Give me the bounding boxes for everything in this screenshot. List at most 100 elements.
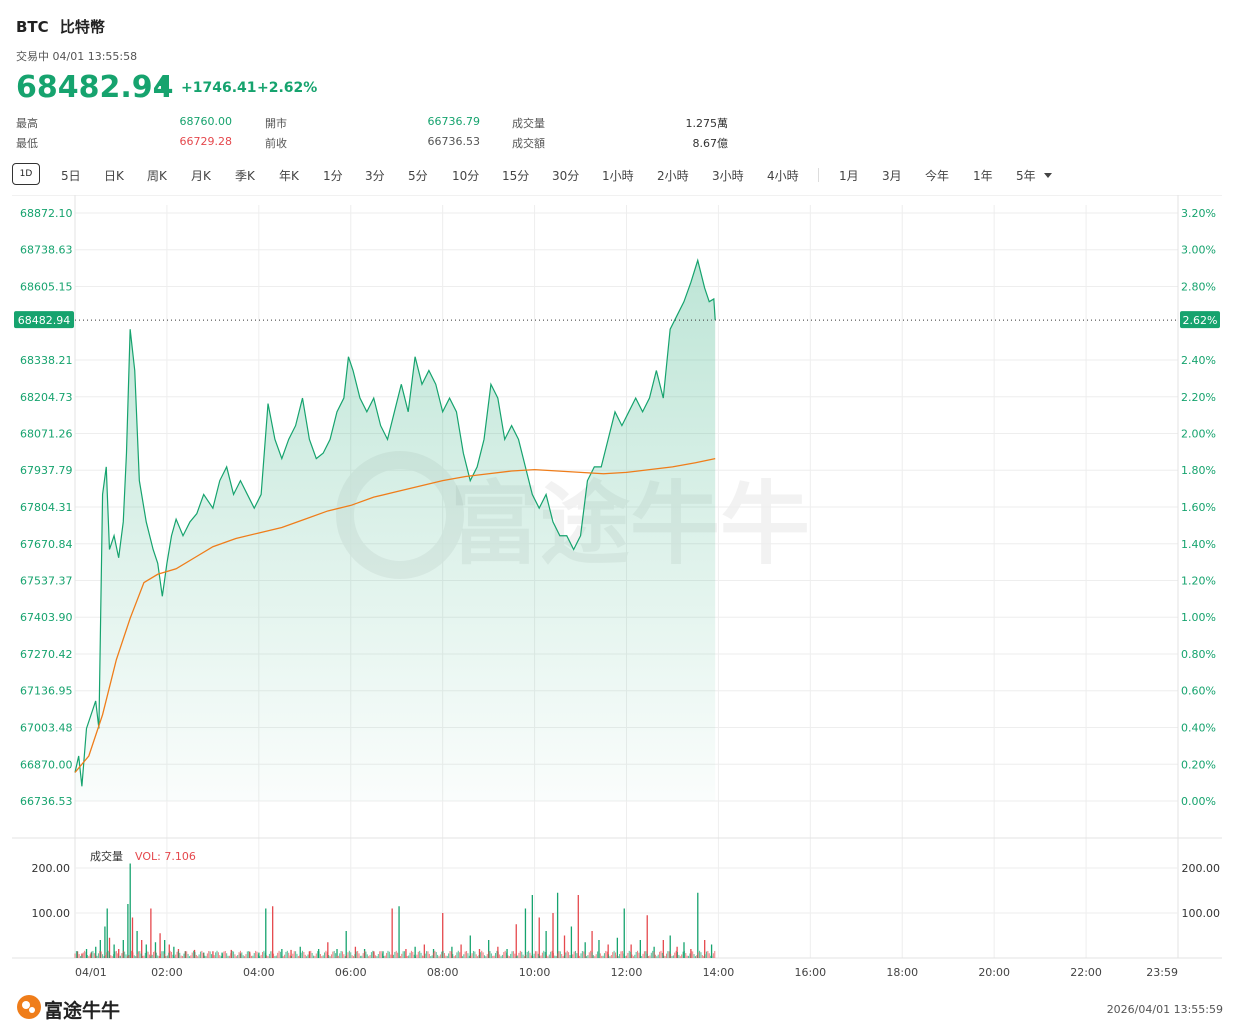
price-tick-label: 68204.73 (20, 391, 73, 404)
volume-bar-minor (507, 955, 509, 958)
volume-bar-minor (368, 956, 370, 958)
tab-3month[interactable]: 3月 (882, 169, 902, 183)
tab-week-k[interactable]: 周K (147, 169, 167, 183)
volume-bar-minor (693, 954, 695, 958)
tab-1month[interactable]: 1月 (839, 169, 859, 183)
volume-bar-minor (461, 956, 463, 958)
volume-bar-minor (173, 956, 175, 958)
volume-bar-minor (77, 951, 79, 958)
tab-3h[interactable]: 3小時 (712, 169, 744, 183)
volume-bar-minor (479, 952, 481, 958)
chevron-down-icon[interactable] (1044, 173, 1052, 178)
volume-bar-minor (268, 953, 270, 958)
volume-bar-minor (546, 954, 548, 958)
volume-bar-minor (569, 954, 571, 958)
volume-bar-minor (253, 953, 255, 958)
tab-1h[interactable]: 1小時 (602, 169, 634, 183)
volume-bar-minor (405, 953, 407, 958)
volume-bar-minor (96, 955, 98, 958)
volume-bar-minor (431, 955, 433, 958)
tab-10min[interactable]: 10分 (452, 169, 480, 183)
price-tick-label: 67537.37 (20, 574, 73, 587)
volume-bar-minor (482, 952, 484, 958)
tab-day-k[interactable]: 日K (104, 169, 124, 183)
tab-5d[interactable]: 5日 (61, 169, 81, 183)
volume-bar-minor (161, 951, 163, 958)
volume-bar-minor (506, 952, 508, 958)
volume-bar-minor (656, 956, 658, 958)
volume-bar-minor (402, 951, 404, 958)
volume-bar-minor (220, 956, 222, 958)
volume-bar-minor (504, 950, 506, 958)
trade-status: 交易中 04/01 13:55:58 (16, 50, 138, 63)
volume-bar-minor (426, 951, 428, 958)
volume-bar-minor (614, 952, 616, 958)
volume-bar (129, 863, 131, 958)
tab-ytd[interactable]: 今年 (925, 169, 950, 183)
tab-2h[interactable]: 2小時 (657, 169, 689, 183)
volume-bar-minor (478, 955, 480, 958)
volume-bar-minor (419, 950, 421, 958)
volume-bar (697, 892, 699, 958)
tab-quarter-k[interactable]: 季K (235, 169, 255, 183)
volume-bar-minor (584, 954, 586, 958)
pct-tick-label: 2.00% (1181, 428, 1216, 441)
volume-bar-minor (523, 956, 525, 958)
volume-bar-minor (623, 953, 625, 958)
pct-tick-label: 1.80% (1181, 464, 1216, 477)
stat-value-low: 66729.28 (179, 135, 233, 148)
pct-tick-label: 2.40% (1181, 354, 1216, 367)
volume-bar-minor (147, 951, 149, 958)
volume-bar-minor (450, 951, 452, 958)
volume-bar-minor (186, 951, 188, 958)
tab-3min[interactable]: 3分 (365, 169, 385, 183)
volume-bar-minor (136, 953, 138, 958)
volume-bar-minor (206, 953, 208, 958)
volume-bar-minor (496, 950, 498, 958)
volume-bar-minor (412, 951, 414, 958)
volume-bar-minor (444, 953, 446, 958)
volume-bar-minor (118, 955, 120, 958)
volume-bar-minor (198, 954, 200, 958)
volume-bar-minor (252, 955, 254, 958)
volume-bar-minor (525, 954, 527, 958)
volume-bar-minor (108, 952, 110, 958)
volume-bar-minor (237, 955, 239, 958)
volume-bar-minor (517, 955, 519, 958)
tab-1year[interactable]: 1年 (973, 169, 993, 183)
tab-year-k[interactable]: 年K (279, 169, 299, 183)
volume-bar-minor (279, 951, 281, 958)
tab-5year[interactable]: 5年 (1016, 169, 1036, 183)
tab-15min[interactable]: 15分 (502, 169, 530, 183)
volume-bar-minor (373, 952, 375, 958)
volume-bar-minor (183, 953, 185, 958)
volume-bar-minor (140, 953, 142, 958)
volume-bar-minor (388, 951, 390, 958)
volume-bar-minor (395, 950, 397, 958)
volume-bar-minor (590, 950, 592, 958)
volume-bar-minor (315, 953, 317, 958)
volume-value-label: VOL: 7.106 (135, 850, 196, 863)
volume-bar-minor (311, 952, 313, 958)
stat-value-turnover: 8.67億 (692, 137, 729, 150)
volume-bar-minor (477, 956, 479, 958)
volume-bar-minor (114, 951, 116, 958)
volume-bar-minor (142, 955, 144, 958)
tab-5min[interactable]: 5分 (408, 169, 428, 183)
tab-4h[interactable]: 4小時 (767, 169, 799, 183)
volume-bar (104, 926, 106, 958)
tab-1min[interactable]: 1分 (323, 169, 343, 183)
volume-bar-minor (424, 953, 426, 958)
volume-bar-minor (603, 953, 605, 958)
tab-30min[interactable]: 30分 (552, 169, 580, 183)
volume-bar-minor (348, 950, 350, 958)
volume-bar (524, 908, 527, 958)
volume-bar-minor (416, 954, 418, 958)
volume-bar-minor (329, 956, 331, 958)
tab-month-k[interactable]: 月K (191, 169, 211, 183)
tab-1d[interactable]: 1D (12, 163, 40, 185)
volume-bar-minor (143, 955, 145, 958)
volume-bar-minor (643, 951, 645, 958)
volume-bar-minor (427, 951, 429, 958)
volume-bar-minor (537, 953, 539, 958)
